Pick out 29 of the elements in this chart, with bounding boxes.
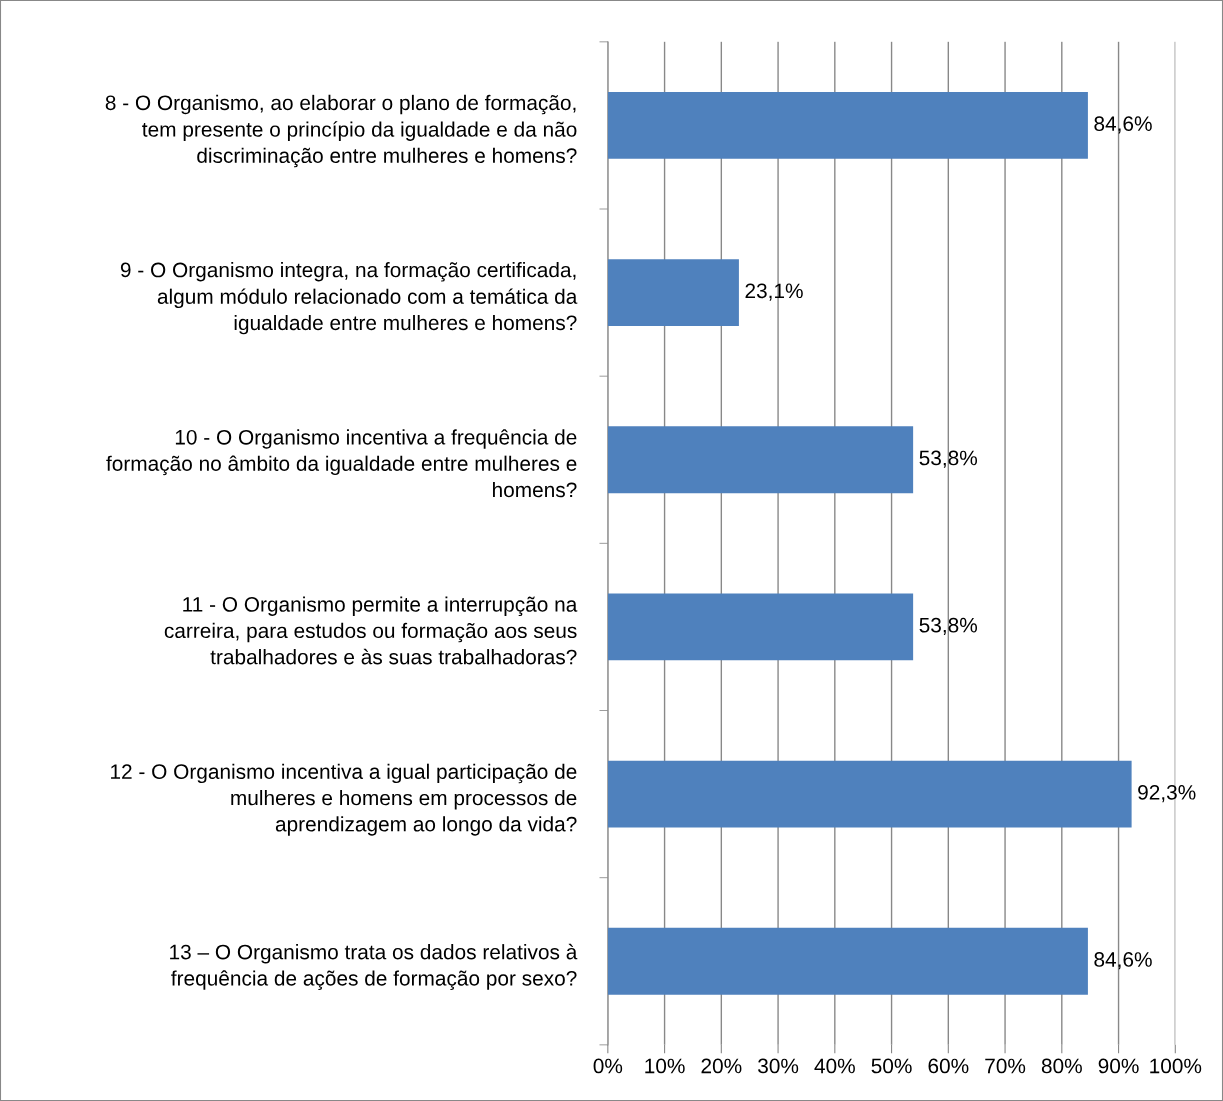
y-tick-label: 9 - O Organismo integra, na formação certificada, algum módulo relacionado com a temática da igualdade entre mulheres e homens? (120, 262, 578, 335)
data-label: 53,8% (919, 617, 978, 635)
bar (607, 760, 1132, 828)
x-tick-label: 70% (985, 1058, 1026, 1074)
data-label: 53,8% (919, 450, 978, 468)
y-tick-label: 13 – O Organismo trata os dados relativos à frequência de ações de formação por sexo? (170, 943, 578, 990)
data-label: 92,3% (1138, 784, 1196, 803)
data-label: 84,6% (1094, 952, 1152, 970)
y-tick-label: 12 - O Organismo incentiva a igual participação de mulheres e homens em processos de aprendizagem ao longo da vida? (111, 763, 577, 836)
x-tick-label: 100% (1150, 1058, 1202, 1074)
bar (607, 91, 1088, 159)
y-tick-label: 10 - O Organismo incentiva a frequência de formação no âmbito da igualdade entre mulheres e homens? (106, 429, 577, 498)
data-label: 23,1% (745, 283, 803, 301)
bar (607, 927, 1088, 995)
x-tick-label: 20% (701, 1058, 742, 1074)
x-tick-label: 40% (814, 1058, 855, 1074)
data-label: 84,6% (1094, 116, 1152, 134)
bar (607, 593, 914, 661)
x-tick-label: 0% (593, 1058, 623, 1074)
x-tick-label: 80% (1041, 1058, 1082, 1074)
bar (607, 259, 739, 327)
y-tick-label: 11 - O Organismo permite a interrupção na carreira, para estudos ou formação aos seus trabalhadores e às suas trabalhadoras? (164, 596, 578, 665)
x-tick-label: 60% (928, 1058, 969, 1074)
x-tick-label: 90% (1098, 1058, 1139, 1074)
x-tick-label: 50% (871, 1058, 912, 1074)
x-tick-label: 30% (758, 1058, 799, 1074)
x-tick-label: 10% (645, 1058, 685, 1074)
y-tick-label: 8 - O Organismo, ao elaborar o plano de formação, tem presente o princípio da igualdade e da não discriminação entre mulheres e homens? (105, 94, 577, 168)
bar (607, 426, 914, 494)
